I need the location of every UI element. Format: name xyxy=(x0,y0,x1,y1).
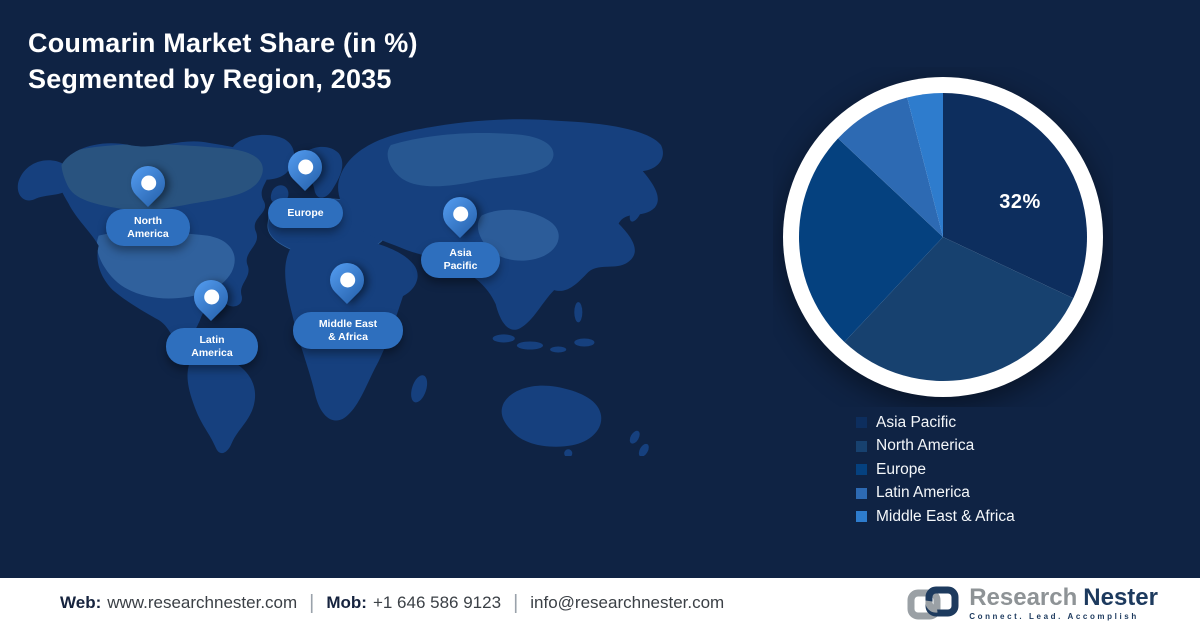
map-madagascar xyxy=(411,375,428,403)
map-label-north-america: North America xyxy=(106,209,190,246)
map-pin-latin-america xyxy=(186,272,236,322)
pie-slices xyxy=(799,93,1087,381)
map-japan xyxy=(629,197,644,222)
brand-tagline: Connect. Lead. Accomplish xyxy=(969,611,1139,621)
map-indonesia-1 xyxy=(492,334,515,343)
pin-dot-icon xyxy=(449,203,471,225)
map-pin-middle-east-africa xyxy=(322,255,372,305)
pin-dot-icon xyxy=(200,286,222,308)
map-south-america xyxy=(187,354,256,454)
world-map-svg xyxy=(17,119,663,458)
map-highlight-russia xyxy=(387,133,554,187)
contact-info: Web: www.researchnester.com | Mob: +1 64… xyxy=(60,592,724,615)
map-highlight-china xyxy=(477,209,559,261)
map-pin-icon xyxy=(280,142,330,192)
email-address: info@researchnester.com xyxy=(530,593,725,612)
web-label: Web: xyxy=(60,593,102,612)
map-pin-icon xyxy=(435,189,485,239)
pie-slice-middle-east-africa xyxy=(907,93,943,237)
map-indonesia-2 xyxy=(516,341,544,350)
world-map xyxy=(8,104,668,458)
pie-chart xyxy=(773,67,1113,407)
pie-slice-latin-america xyxy=(838,97,943,238)
map-alaska xyxy=(17,160,73,201)
map-highlight-usa xyxy=(96,231,235,299)
map-philippines xyxy=(574,302,583,323)
map-pin-asia-pacific xyxy=(435,189,485,239)
map-indonesia-4 xyxy=(574,338,595,347)
map-australia xyxy=(501,385,602,447)
website-url: www.researchnester.com xyxy=(107,593,298,612)
brand-name-nester: Nester xyxy=(1083,583,1158,611)
legend-swatch-icon xyxy=(856,440,867,452)
chart-legend: Asia Pacific North America Europe Latin … xyxy=(856,411,1015,529)
page-title-line2: Segmented by Region, 2035 xyxy=(28,63,392,94)
map-pin-europe xyxy=(280,142,330,192)
brand-name: Research Nester xyxy=(969,583,1158,611)
separator: | xyxy=(513,591,519,614)
pie-value-label: 32% xyxy=(999,191,1041,213)
map-pin-icon xyxy=(123,158,173,208)
map-label-latin-america: Latin America xyxy=(166,328,258,365)
legend-item-europe: Europe xyxy=(856,458,1015,482)
brand-links-icon xyxy=(907,586,959,620)
legend-swatch-icon xyxy=(856,464,867,476)
legend-item-asia-pacific: Asia Pacific xyxy=(856,411,1015,435)
brand-name-research: Research xyxy=(969,583,1078,611)
phone-number: +1 646 586 9123 xyxy=(372,593,502,612)
pin-dot-icon xyxy=(294,156,316,178)
map-new-zealand-1 xyxy=(629,430,640,444)
page-title-line1: Coumarin Market Share (in %) xyxy=(28,28,418,58)
mob-label: Mob: xyxy=(326,593,367,612)
brand-logo: Research Nester Connect. Lead. Accomplish xyxy=(907,583,1158,621)
legend-swatch-icon xyxy=(856,417,867,429)
footer-bar: Web: www.researchnester.com | Mob: +1 64… xyxy=(0,578,1200,628)
legend-item-north-america: North America xyxy=(856,435,1015,459)
map-pin-icon xyxy=(322,255,372,305)
map-label-middle-east-africa: Middle East & Africa xyxy=(293,312,403,349)
pie-chart-svg xyxy=(783,77,1103,397)
map-pin-icon xyxy=(186,272,236,322)
legend-item-middle-east-africa: Middle East & Africa xyxy=(856,505,1015,529)
pin-dot-icon xyxy=(336,269,358,291)
map-pin-north-america xyxy=(123,158,173,208)
map-label-europe: Europe xyxy=(268,198,343,228)
pie-slice-north-america xyxy=(844,237,1074,381)
map-new-zealand-2 xyxy=(638,443,649,457)
pie-slice-asia-pacific xyxy=(943,93,1087,299)
pie-slice-europe xyxy=(799,138,943,342)
map-indonesia-3 xyxy=(550,346,567,353)
page-title: Coumarin Market Share (in %) Segmented b… xyxy=(28,26,418,98)
map-label-asia-pacific: Asia Pacific xyxy=(421,242,500,278)
legend-swatch-icon xyxy=(856,511,867,523)
pin-dot-icon xyxy=(137,172,159,194)
legend-item-latin-america: Latin America xyxy=(856,482,1015,506)
map-tasmania xyxy=(564,449,573,458)
brand-text: Research Nester Connect. Lead. Accomplish xyxy=(969,583,1158,621)
separator: | xyxy=(309,591,315,614)
legend-swatch-icon xyxy=(856,487,867,499)
